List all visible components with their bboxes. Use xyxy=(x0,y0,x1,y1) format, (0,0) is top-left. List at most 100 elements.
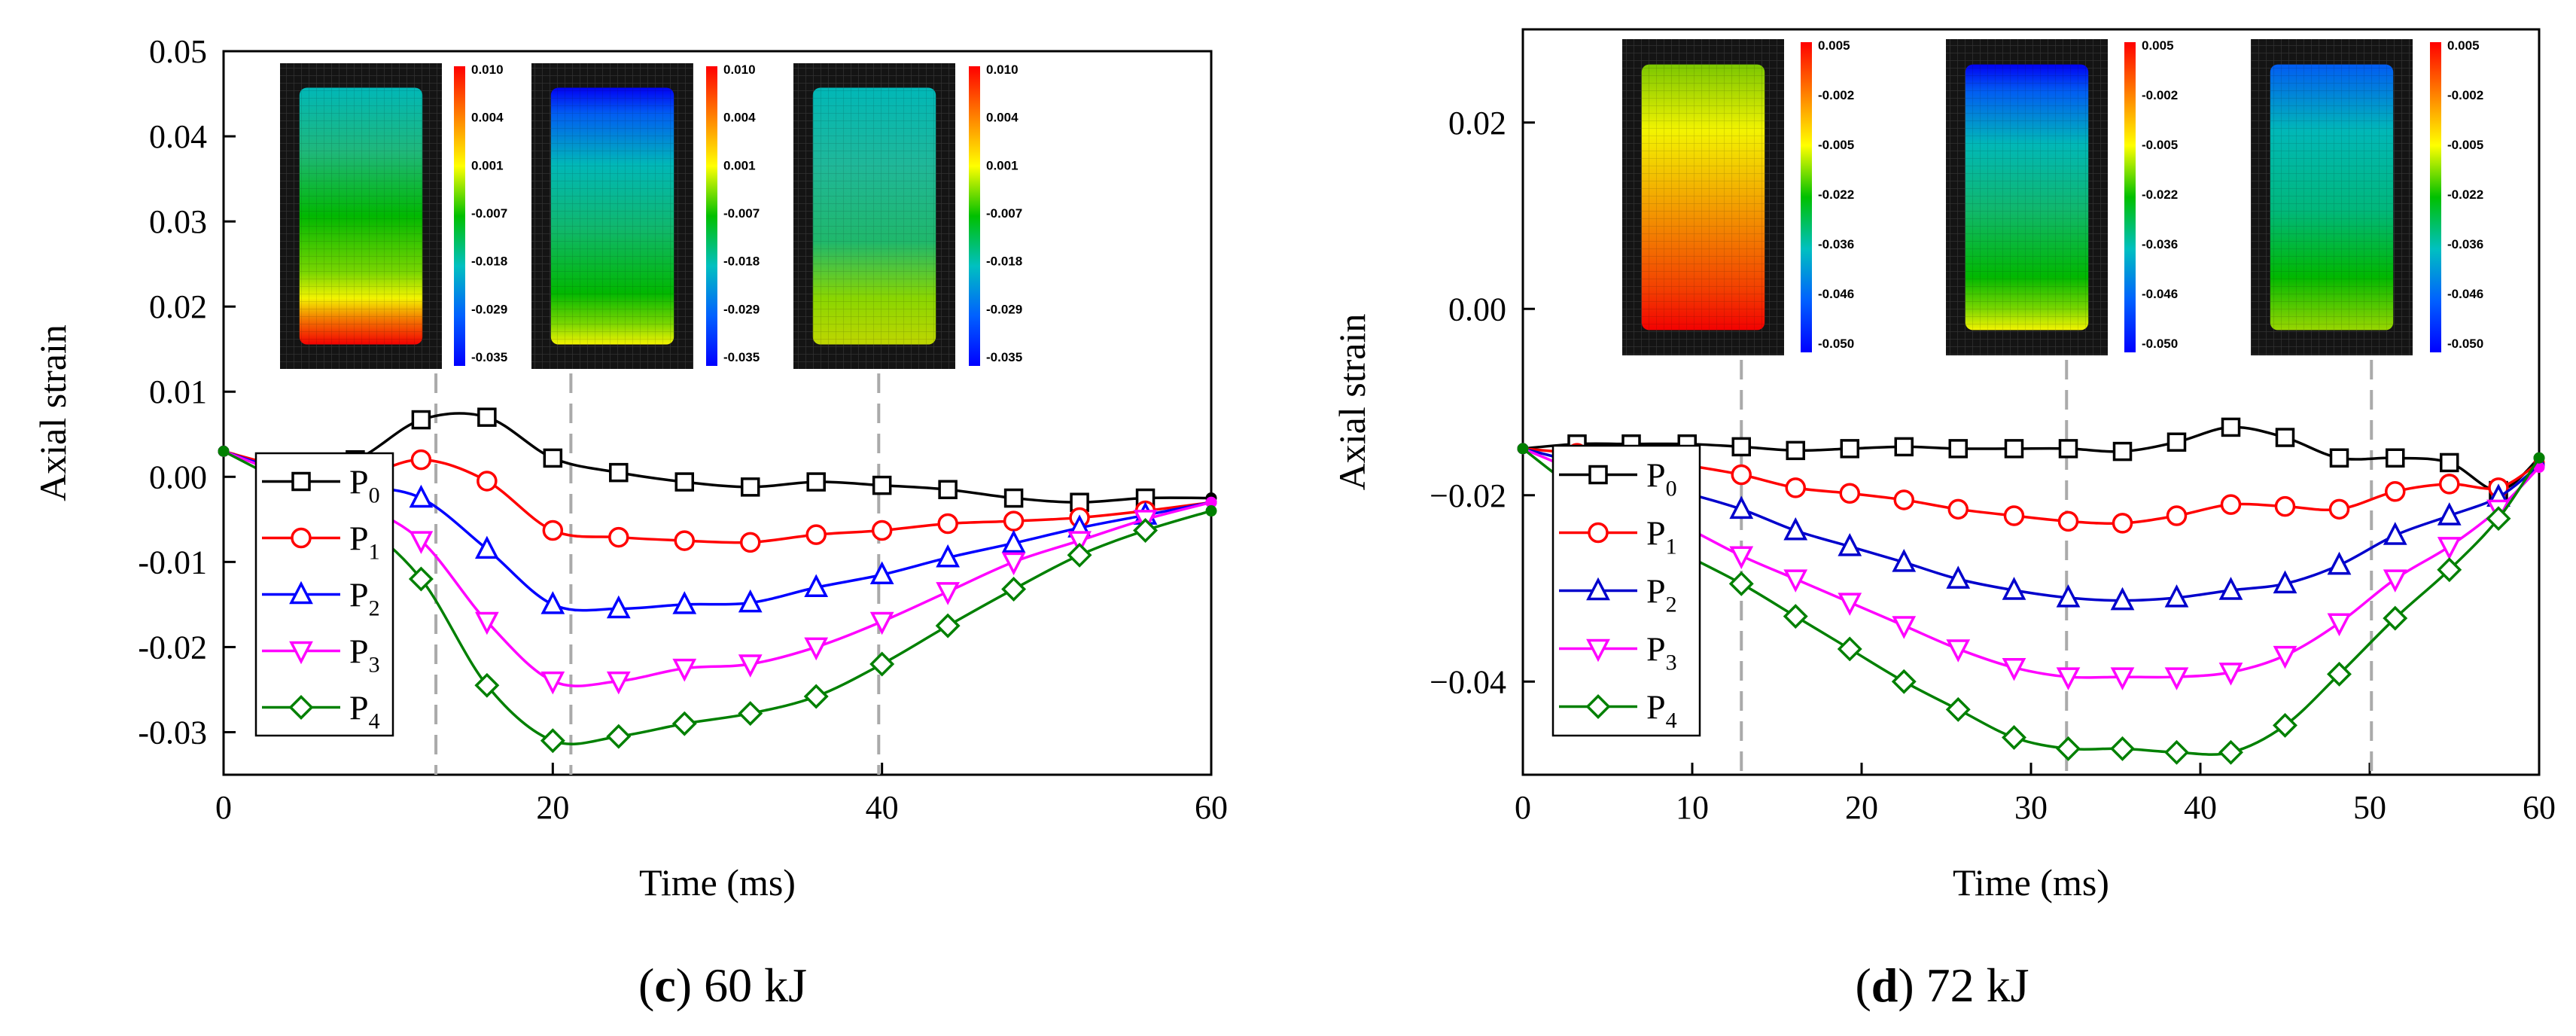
triangle-up-marker xyxy=(2002,577,2026,600)
triangle-up-marker xyxy=(474,535,499,559)
legend-label-base: P xyxy=(1646,572,1666,611)
square-marker xyxy=(2386,448,2405,468)
colorbar-label: -0.046 xyxy=(2142,287,2178,301)
caption-d: (d) 72 kJ xyxy=(1855,958,2029,1012)
diamond-marker xyxy=(1067,542,1092,568)
colorbar-label: 0.010 xyxy=(723,62,756,77)
circle-marker xyxy=(608,526,629,548)
circle-marker xyxy=(410,449,432,471)
caption-letter: d xyxy=(1871,958,1899,1012)
legend-label: P1 xyxy=(1646,514,1677,559)
diamond-marker xyxy=(738,701,763,727)
colorbar-label: 0.004 xyxy=(986,111,1019,125)
triangle-down-marker xyxy=(2218,663,2243,686)
diamond-marker xyxy=(671,711,697,736)
triangle-up-marker xyxy=(2383,522,2407,545)
series-line xyxy=(223,412,1212,504)
diamond-marker xyxy=(869,651,895,677)
legend-label: P4 xyxy=(349,689,380,734)
y-tick-label: -0.03 xyxy=(138,714,207,751)
x-tick-label: 30 xyxy=(2014,789,2048,826)
colorbar-label: -0.029 xyxy=(471,302,507,316)
circle-marker xyxy=(2112,513,2133,534)
circle-marker xyxy=(739,532,761,553)
legend-label-base: P xyxy=(349,576,369,614)
x-tick-label: 60 xyxy=(2523,789,2556,826)
circle-marker xyxy=(2439,474,2460,495)
triangle-up-marker xyxy=(1838,533,1862,556)
triangle-up-marker xyxy=(1946,565,1971,589)
colorbar-label: -0.002 xyxy=(1818,88,1854,102)
square-marker xyxy=(2329,448,2349,468)
colorbar xyxy=(706,66,717,366)
diamond-marker xyxy=(2056,736,2081,761)
square-marker xyxy=(411,410,431,430)
endpoint-dot xyxy=(1517,443,1529,455)
triangle-up-marker xyxy=(1892,549,1917,572)
diamond-marker xyxy=(1945,696,1971,722)
colorbar-label: 0.004 xyxy=(471,111,504,125)
legend-item-P3: P3 xyxy=(262,632,380,678)
triangle-down-marker xyxy=(2164,667,2189,690)
square-marker xyxy=(1003,488,1024,508)
triangle-down-marker xyxy=(2383,569,2407,593)
circle-marker xyxy=(2220,494,2242,515)
triangle-down-marker xyxy=(2273,645,2297,669)
contour-inset-2: 0.005 -0.002 -0.005 -0.022 -0.036 -0.046 -0.05… xyxy=(1946,38,2178,355)
endpoint-dot xyxy=(218,445,230,457)
x-tick-label: 60 xyxy=(1195,789,1228,826)
square-marker xyxy=(740,477,760,497)
legend-label-subscript: 1 xyxy=(1666,535,1677,559)
square-marker xyxy=(2112,441,2133,462)
triangle-up-marker xyxy=(289,580,313,605)
contour-inset-3: 0.010 0.004 0.001 -0.007 -0.018 -0.029 -0.035 xyxy=(793,62,1022,369)
legend-label-subscript: 4 xyxy=(369,709,380,734)
legend-label: P2 xyxy=(349,576,380,621)
circle-marker xyxy=(2385,481,2406,502)
colorbar-label: 0.010 xyxy=(986,62,1019,77)
circle-marker xyxy=(477,471,498,492)
legend-label-base: P xyxy=(349,463,369,501)
circle-marker xyxy=(2057,510,2079,532)
legend-label-subscript: 1 xyxy=(369,540,380,565)
square-marker xyxy=(477,407,497,427)
triangle-down-marker xyxy=(2437,537,2462,560)
colorbar-label: -0.022 xyxy=(2447,187,2483,202)
legend-label-subscript: 3 xyxy=(1666,651,1677,675)
square-marker xyxy=(872,475,892,495)
triangle-up-marker xyxy=(672,591,697,614)
triangle-up-marker xyxy=(2273,570,2297,594)
square-marker xyxy=(1588,465,1608,485)
specimen-mesh-overlay xyxy=(1965,64,2089,331)
triangle-up-marker xyxy=(2437,502,2462,526)
circle-marker xyxy=(805,524,827,545)
colorbar-label: -0.005 xyxy=(2447,138,2483,152)
triangle-down-marker xyxy=(1892,616,1917,639)
diamond-marker xyxy=(2327,661,2352,687)
legend-item-P2: P2 xyxy=(1559,572,1677,617)
triangle-down-marker xyxy=(672,658,697,682)
colorbar-label: -0.036 xyxy=(1818,237,1854,251)
legend-item-P4: P4 xyxy=(1559,688,1677,733)
legend-label-base: P xyxy=(349,632,369,671)
square-marker xyxy=(1786,440,1805,461)
diamond-marker xyxy=(1783,604,1808,629)
colorbar-label: -0.005 xyxy=(2142,138,2178,152)
diamond-marker xyxy=(1133,518,1159,543)
legend-label: P0 xyxy=(1646,456,1677,501)
diamond-marker xyxy=(2218,739,2243,765)
triangle-down-marker xyxy=(474,611,499,635)
diamond-marker xyxy=(1837,636,1862,662)
triangle-up-marker xyxy=(2164,584,2189,608)
caption-close-paren: ) xyxy=(1898,958,1914,1012)
colorbar-label: -0.036 xyxy=(2447,237,2483,251)
caption-open-paren: ( xyxy=(638,958,654,1012)
diamond-marker xyxy=(1001,577,1027,602)
colorbar xyxy=(969,66,980,366)
diamond-marker xyxy=(935,613,961,638)
legend-label-subscript: 3 xyxy=(369,653,380,678)
triangle-up-marker xyxy=(1586,577,1610,601)
diamond-marker xyxy=(288,695,314,720)
colorbar-label: -0.046 xyxy=(1818,287,1854,301)
